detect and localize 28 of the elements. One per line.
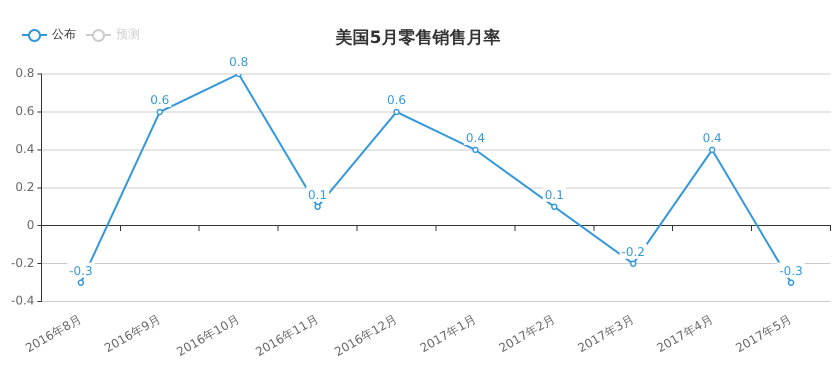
y-tick-label: 0.8: [15, 66, 34, 80]
legend-label: 公布: [52, 26, 76, 43]
data-label: -0.3: [779, 264, 803, 278]
chart-title: 美国5月零售销售月率: [336, 28, 500, 48]
y-tick-label: 0.4: [15, 142, 34, 156]
data-label: -0.2: [622, 244, 645, 259]
data-label: 0.4: [702, 131, 722, 145]
point: [472, 146, 479, 154]
data-label: 0.1: [544, 188, 564, 202]
y-tick-label: 0: [26, 218, 34, 232]
point: [551, 204, 558, 210]
data-label: 0.8: [229, 55, 248, 70]
point: [630, 260, 636, 267]
point: [708, 146, 716, 154]
data-label: 0.6: [150, 93, 170, 108]
data-label: 0.6: [386, 93, 406, 108]
y-tick-label: -0.2: [10, 256, 34, 270]
point: [314, 204, 321, 210]
point: [788, 279, 794, 286]
y-tick-label: -0.4: [10, 294, 34, 308]
data-label: -0.3: [69, 264, 93, 278]
data-label: 0.1: [308, 188, 328, 202]
y-tick-label: 0.2: [15, 180, 34, 194]
point: [78, 279, 84, 286]
y-tick-label: 0.6: [15, 104, 34, 118]
point: [393, 108, 400, 116]
point: [156, 108, 164, 116]
data-label: 0.4: [466, 131, 485, 145]
